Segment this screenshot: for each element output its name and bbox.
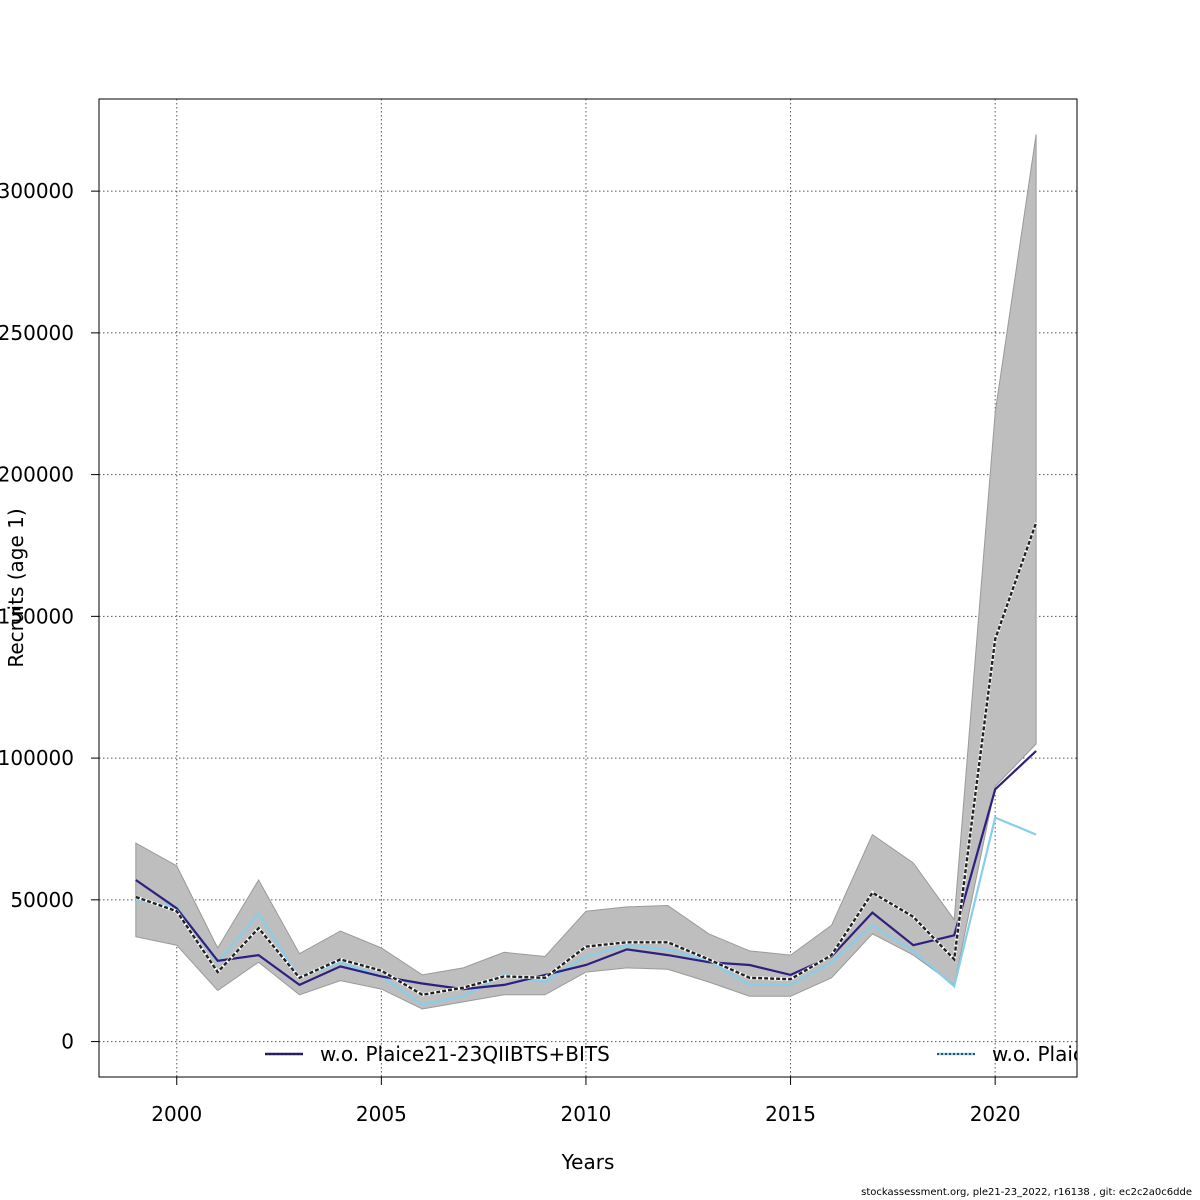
y-tick-label-0: 0 bbox=[61, 1030, 74, 1054]
x-tick-label-2015: 2015 bbox=[765, 1102, 816, 1126]
y-tick-label-150000: 150000 bbox=[0, 604, 74, 628]
series-line-1 bbox=[135, 750, 1037, 991]
series-line-2 bbox=[135, 816, 1037, 1006]
legend: w.o. Plaice21-23QIIBTS+BITS w.o. Plaic bbox=[265, 1042, 1084, 1066]
y-tick-label-200000: 200000 bbox=[0, 463, 74, 487]
x-tick-label-2000: 2000 bbox=[151, 1102, 202, 1126]
y-tick-label-50000: 50000 bbox=[10, 888, 74, 912]
x-tick-label-2020: 2020 bbox=[970, 1102, 1021, 1126]
x-axis: 2000 2005 2010 2015 2020 bbox=[151, 1077, 1021, 1126]
series-estimate-line bbox=[135, 522, 1038, 997]
confidence-band bbox=[135, 134, 1037, 1010]
y-tick-label-300000: 300000 bbox=[0, 179, 74, 203]
plot-area: w.o. Plaice21-23QIIBTS+BITS w.o. Plaic bbox=[135, 134, 1084, 1066]
x-tick-label-2010: 2010 bbox=[561, 1102, 612, 1126]
legend-label-2: w.o. Plaic bbox=[992, 1042, 1084, 1066]
x-axis-title: Years bbox=[561, 1150, 615, 1174]
y-axis-title: Recruits (age 1) bbox=[4, 508, 28, 667]
footer-caption: stockassessment.org, ple21-23_2022, r161… bbox=[861, 1187, 1192, 1198]
legend-label-1: w.o. Plaice21-23QIIBTS+BITS bbox=[320, 1042, 610, 1066]
series-layer bbox=[135, 522, 1038, 1006]
y-tick-label-250000: 250000 bbox=[0, 321, 74, 345]
grid bbox=[99, 99, 1077, 1077]
y-tick-label-100000: 100000 bbox=[0, 746, 74, 770]
plot-frame bbox=[98, 98, 1078, 1078]
y-axis: 0 50000 100000 150000 200000 250000 300000 bbox=[0, 179, 99, 1054]
x-tick-label-2005: 2005 bbox=[356, 1102, 407, 1126]
